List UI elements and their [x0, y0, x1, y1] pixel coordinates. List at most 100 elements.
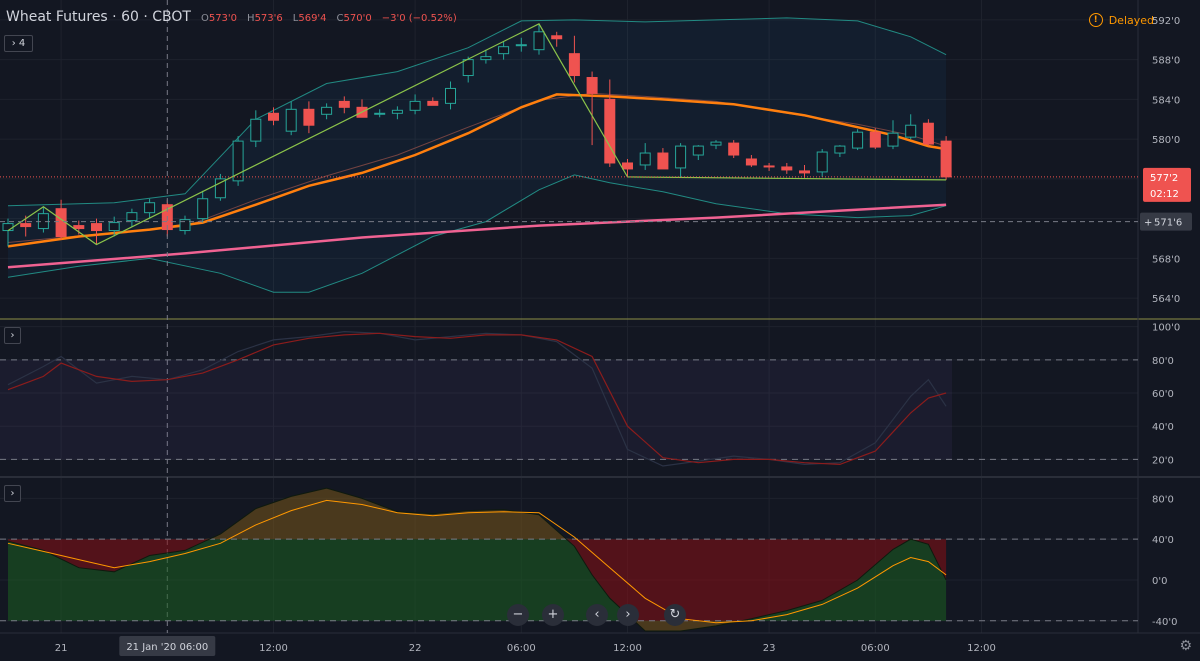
price-tick-label: 588'0 — [1152, 56, 1180, 67]
momentum-brown-low-area — [8, 620, 947, 631]
candle-body — [321, 106, 333, 115]
candle-body — [55, 208, 67, 238]
candle-body — [834, 145, 846, 154]
candle-body — [604, 98, 616, 164]
time-tick-label: 12:00 — [259, 643, 288, 654]
candle-body — [852, 131, 864, 149]
candle-body — [338, 100, 350, 108]
candle-body — [799, 170, 810, 174]
zigzag-line — [7, 23, 947, 246]
close-label: C — [336, 13, 344, 24]
scroll-right-button[interactable]: › — [617, 604, 639, 626]
candle-body — [728, 142, 740, 156]
candle-body — [568, 53, 580, 77]
candle-body — [73, 225, 85, 230]
candle-body — [2, 223, 14, 232]
price-tick-label: 580'0 — [1152, 135, 1180, 146]
stoch-tick-label: 20'0 — [1152, 455, 1174, 466]
low-label: L — [292, 13, 299, 24]
crosshair-plus-icon: + — [1144, 218, 1152, 229]
momentum-tick-label: 80'0 — [1152, 494, 1174, 505]
crosshair-price-label: 571'6 — [1154, 218, 1182, 229]
clock-alert-icon: ! — [1088, 13, 1103, 27]
symbol-title[interactable]: Wheat Futures · 60 · CBOT — [6, 9, 191, 25]
crosshair-time-badge — [119, 636, 216, 656]
candle-body — [303, 108, 315, 126]
candle-body — [498, 46, 510, 55]
time-tick-label: 06:00 — [861, 643, 890, 654]
candle-body — [232, 140, 244, 182]
price-tick-label: 592'0 — [1152, 16, 1180, 27]
candle-body — [515, 44, 527, 47]
candle-body — [639, 152, 651, 166]
time-tick-label: 22 — [409, 643, 422, 654]
candle-body — [144, 202, 156, 214]
candle-body — [91, 223, 102, 232]
candle-body — [197, 198, 209, 220]
candle-body — [214, 178, 226, 199]
low-value: 569'4 — [298, 13, 327, 24]
candle-body — [268, 112, 279, 121]
sma-line — [7, 203, 947, 269]
bollinger-lower — [7, 174, 947, 293]
candle-body — [869, 131, 881, 148]
candle-body — [922, 122, 934, 145]
open-value: 573'0 — [208, 13, 238, 24]
time-tick-label: 12:00 — [967, 643, 996, 654]
pane2-toggle[interactable]: › — [4, 327, 21, 344]
indicators-toggle[interactable]: › 4 — [4, 35, 33, 52]
change-value: −3'0 (−0.52%) — [381, 13, 457, 24]
candle-body — [374, 112, 386, 115]
candle-body — [126, 212, 138, 222]
candle-body — [710, 141, 722, 146]
chart-header: Wheat Futures · 60 · CBOT O573'0 H573'6 … — [6, 9, 457, 25]
candle-body — [781, 166, 793, 171]
candle-body — [409, 100, 421, 111]
candle-body — [692, 145, 704, 156]
candle-body — [622, 162, 633, 170]
momentum-brown-area — [8, 488, 947, 540]
price-tick-label: 584'0 — [1152, 95, 1180, 106]
last-price-label: 577'2 — [1150, 173, 1178, 184]
momentum-signal-line — [7, 499, 947, 624]
time-tick-label: 06:00 — [507, 643, 536, 654]
open-label: O — [200, 13, 209, 24]
last-price-badge — [1143, 167, 1191, 202]
candle-body — [285, 108, 297, 132]
price-tick-label: 564'0 — [1152, 294, 1180, 305]
zoom-in-button[interactable]: + — [542, 604, 564, 626]
candle-body — [250, 118, 262, 142]
reset-chart-button[interactable]: ↻ — [664, 604, 686, 626]
stoch-tick-label: 100'0 — [1152, 323, 1180, 334]
time-tick-label: 12:00 — [613, 643, 642, 654]
candle-body — [427, 100, 439, 106]
bollinger-fill — [8, 17, 947, 293]
candle-body — [20, 223, 32, 228]
zoom-out-button[interactable]: − — [507, 604, 529, 626]
candle-body — [586, 77, 598, 94]
candle-body — [745, 158, 757, 166]
time-tick-label: 21 — [55, 643, 68, 654]
candle-body — [480, 56, 492, 61]
high-label: H — [247, 13, 255, 24]
bollinger-upper — [7, 17, 947, 207]
candle-body — [445, 87, 456, 104]
delayed-badge[interactable]: ! Delayed — [1088, 13, 1154, 27]
momentum-tick-label: 40'0 — [1152, 535, 1174, 546]
settings-gear-icon[interactable]: ⚙ — [1179, 638, 1192, 654]
candle-body — [763, 165, 775, 168]
bar-countdown-label: 02:12 — [1150, 189, 1179, 200]
candle-body — [940, 140, 952, 178]
pane3-toggle[interactable]: › — [4, 485, 21, 502]
scroll-left-button[interactable]: ‹ — [586, 604, 608, 626]
candle-body — [675, 145, 687, 169]
price-tick-label: 568'0 — [1152, 254, 1180, 265]
close-value: 570'0 — [343, 13, 372, 24]
momentum-tick-label: -40'0 — [1152, 617, 1177, 628]
candle-body — [533, 31, 545, 51]
stoch-tick-label: 80'0 — [1152, 356, 1174, 367]
candle-body — [887, 132, 899, 147]
stoch-tick-label: 40'0 — [1152, 422, 1174, 433]
candle-body — [391, 109, 403, 114]
